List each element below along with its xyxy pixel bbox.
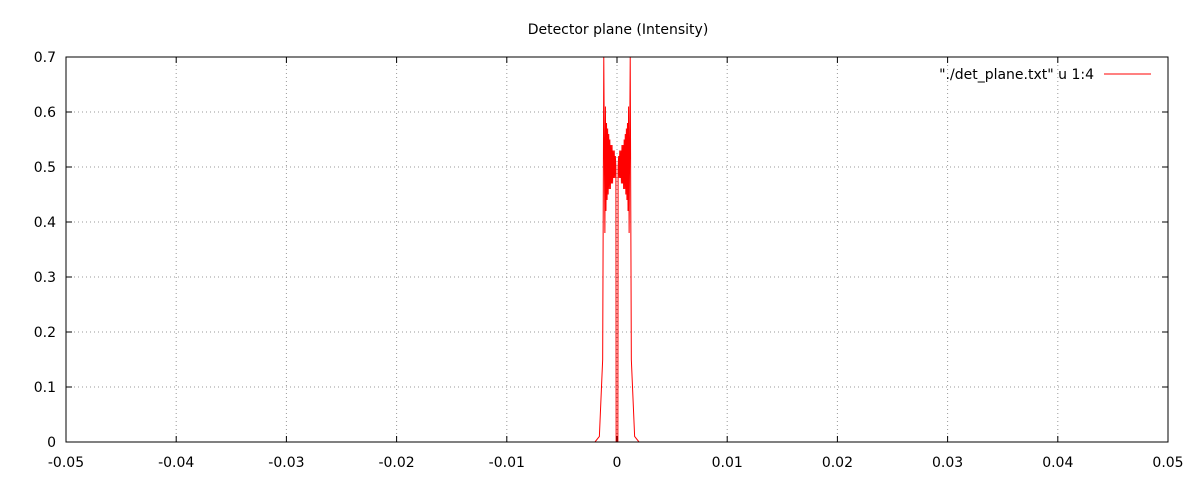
- x-tick-label: -0.01: [489, 455, 525, 471]
- y-tick-label: 0.1: [34, 380, 56, 396]
- plot-frame: [65, 56, 1169, 443]
- x-tick-label: 0.03: [932, 455, 963, 471]
- x-tick-label: 0.01: [712, 455, 743, 471]
- y-tick-label: 0.3: [34, 270, 56, 286]
- y-tick-label: 0.4: [34, 215, 56, 231]
- x-tick-label: 0: [613, 455, 622, 471]
- x-tick-label: -0.03: [268, 455, 304, 471]
- x-tick-label: -0.04: [158, 455, 194, 471]
- y-tick-label: 0.7: [34, 50, 56, 66]
- y-tick-label: 0.2: [34, 325, 56, 341]
- y-tick-label: 0.6: [34, 105, 56, 121]
- x-tick-label: 0.02: [822, 455, 853, 471]
- grid: [66, 57, 1168, 442]
- y-tick-label: 0: [47, 435, 56, 451]
- x-tick-label: 0.04: [1042, 455, 1073, 471]
- legend-label: "./det_plane.txt" u 1:4: [939, 67, 1094, 83]
- y-tick-label: 0.5: [34, 160, 56, 176]
- x-tick-label: -0.05: [48, 455, 84, 471]
- x-tick-label: 0.05: [1152, 455, 1183, 471]
- chart-title: Detector plane (Intensity): [528, 22, 709, 38]
- x-tick-label: -0.02: [378, 455, 414, 471]
- legend: "./det_plane.txt" u 1:4: [939, 67, 1151, 83]
- tick-labels: -0.05 -0.04 -0.03 -0.02 -0.01 0 0.01 0.02 0.03 0.…: [34, 50, 1184, 471]
